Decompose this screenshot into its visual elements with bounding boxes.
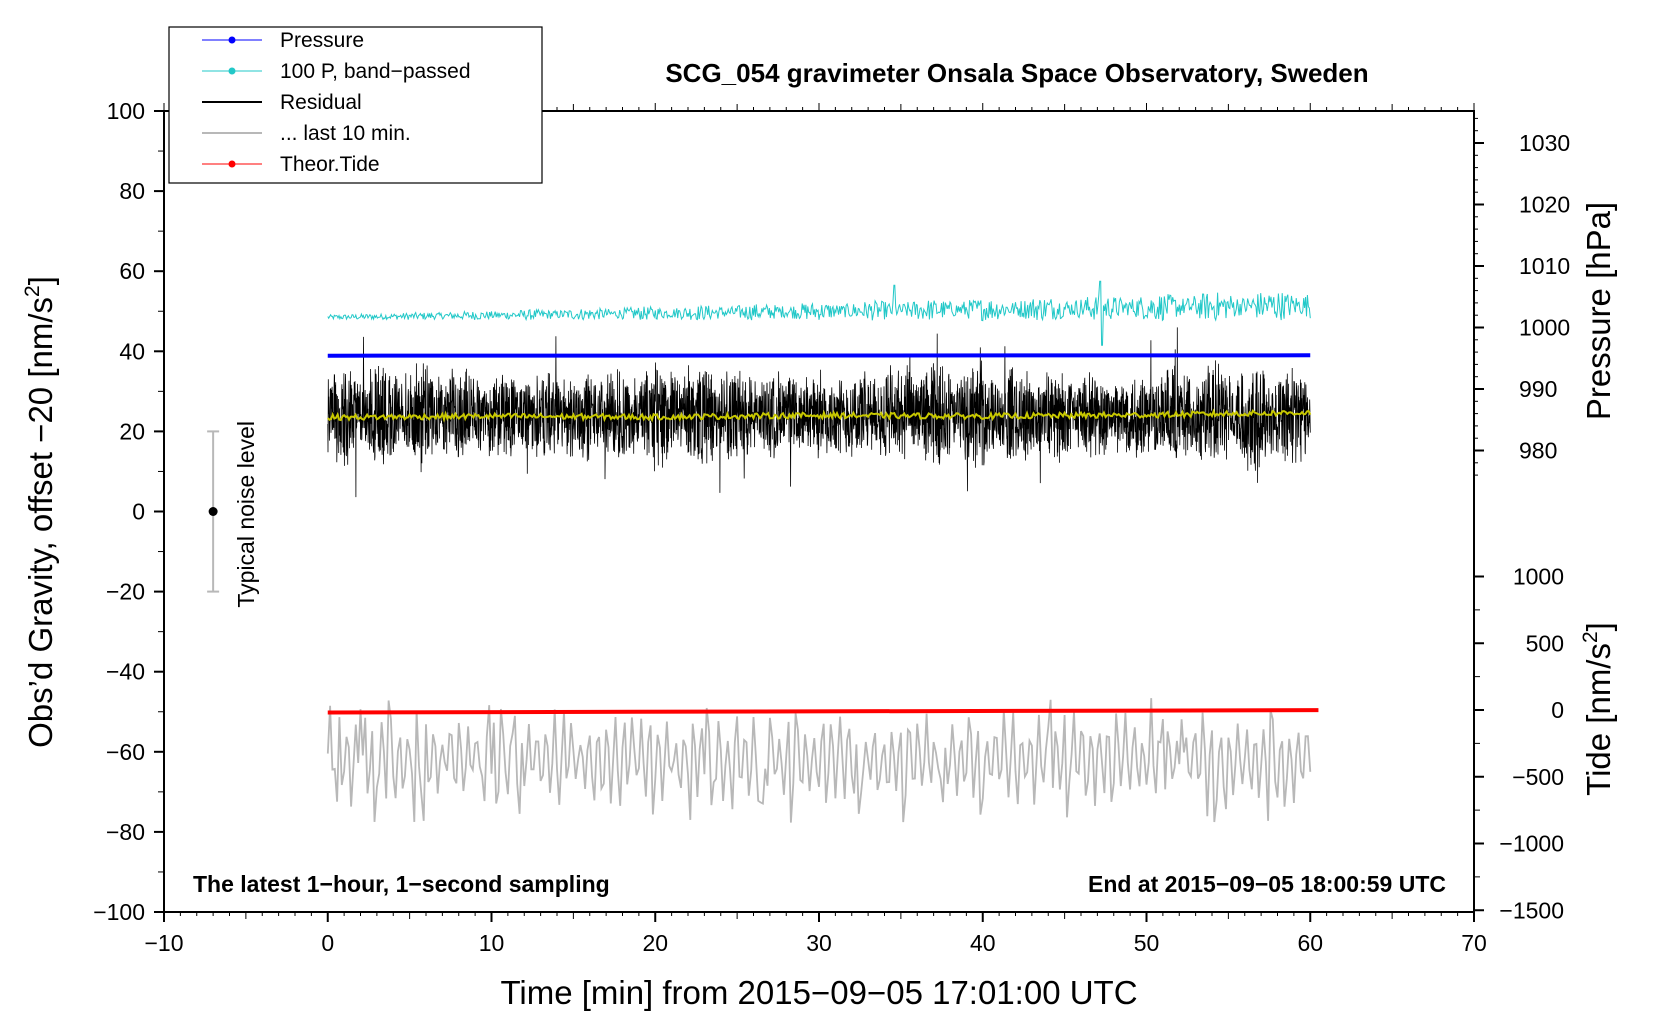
pressure-tick-label: 980 — [1519, 438, 1557, 464]
legend-label: Theor.Tide — [280, 153, 380, 176]
y-tick-label: −100 — [93, 899, 145, 925]
legend-box — [168, 26, 543, 184]
series-residual-smoothed — [327, 408, 1312, 423]
legend-label: 100 P, band−passed — [280, 60, 471, 83]
y-axis-label-tide: Tide [nm/s2] — [1579, 622, 1617, 796]
x-tick-label: 60 — [1297, 930, 1323, 956]
y-tick-label: 20 — [119, 418, 145, 444]
tide-tick-label: −500 — [1512, 764, 1564, 790]
y-tick-label: −20 — [106, 579, 145, 605]
pressure-tick-label: 1020 — [1519, 192, 1570, 218]
tide-tick-label: 1000 — [1513, 564, 1564, 590]
x-tick-label: 40 — [970, 930, 996, 956]
y-tick-label: 80 — [119, 178, 145, 204]
tide-tick-label: −1000 — [1499, 831, 1564, 857]
y-tick-label: 100 — [107, 98, 145, 124]
x-tick-label: 50 — [1134, 930, 1160, 956]
y-tick-label: −80 — [106, 819, 145, 845]
legend-marker — [228, 160, 236, 168]
annotation-right: End at 2015−09−05 18:00:59 UTC — [1088, 871, 1446, 897]
legend-marker — [228, 67, 236, 75]
series-band-passed-pressure — [327, 280, 1311, 346]
legend: Pressure 100 P, band−passed Residual ... la… — [168, 26, 543, 184]
y-tick-label: −60 — [106, 739, 145, 765]
y-tick-label: 60 — [119, 258, 145, 284]
pressure-tick-label: 990 — [1519, 376, 1557, 402]
pressure-tick-label: 1030 — [1519, 130, 1570, 156]
y-tick-label: 0 — [132, 499, 145, 525]
x-tick-label: 0 — [321, 930, 334, 956]
x-tick-label: 20 — [642, 930, 668, 956]
legend-label: Pressure — [280, 29, 364, 52]
series-theor-tide — [327, 708, 1319, 715]
series-last-10-min — [326, 698, 1312, 823]
pressure-tick-label: 1010 — [1519, 253, 1570, 279]
series-residual — [327, 327, 1311, 498]
text-layer: −10 0 10 20 30 40 50 60 70−100−80−60−40−20020406… — [21, 58, 1617, 1011]
x-axis-label: Time [min] from 2015−09−05 17:01:00 UTC — [500, 974, 1137, 1011]
series-layer — [326, 280, 1319, 823]
y-axis-label-pressure: Pressure [hPa] — [1580, 202, 1617, 420]
tide-tick-label: 0 — [1551, 697, 1564, 723]
y-tick-label: 40 — [119, 338, 145, 364]
legend-label: Residual — [280, 91, 362, 114]
x-tick-label: 30 — [806, 930, 832, 956]
legend-label: ... last 10 min. — [280, 122, 411, 145]
annotation-left: The latest 1−hour, 1−second sampling — [193, 871, 610, 897]
y-axis-label-left: Obs’d Gravity, offset −20 [nm/s2] — [21, 276, 59, 748]
noise-bar-label: Typical noise level — [233, 421, 259, 608]
tide-tick-label: 500 — [1526, 630, 1564, 656]
legend-marker — [228, 36, 236, 44]
chart-title: SCG_054 gravimeter Onsala Space Observat… — [665, 58, 1368, 88]
tide-tick-label: −1500 — [1499, 897, 1564, 923]
x-tick-label: 70 — [1461, 930, 1487, 956]
y-tick-label: −40 — [106, 659, 145, 685]
x-tick-label: 10 — [479, 930, 505, 956]
pressure-tick-label: 1000 — [1519, 315, 1570, 341]
x-tick-label: −10 — [144, 930, 183, 956]
noise-bar-marker — [208, 507, 218, 516]
